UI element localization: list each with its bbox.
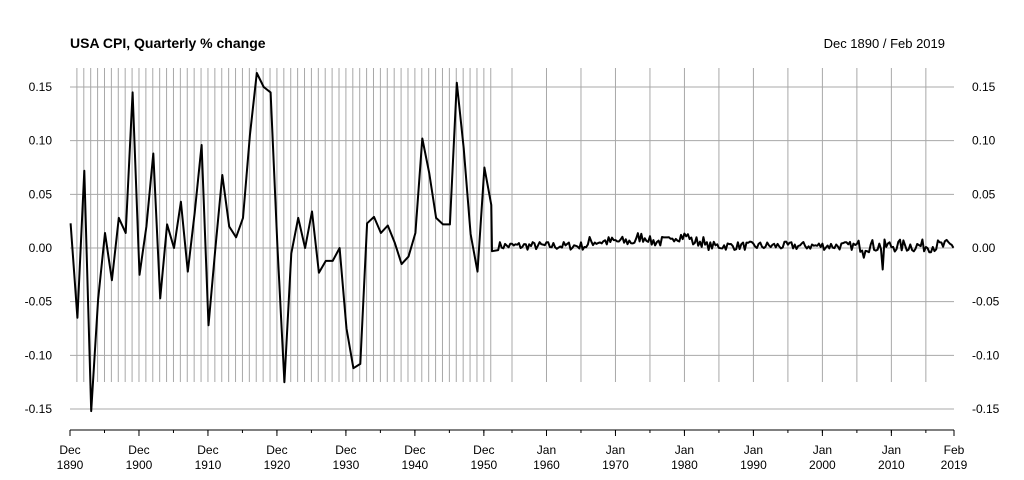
y-tick-label-right: 0.10 [972, 134, 996, 148]
y-tick-label-left: 0.05 [29, 187, 53, 201]
x-tick-label-month: Dec [266, 443, 287, 457]
y-tick-label-right: -0.10 [972, 348, 1000, 362]
y-tick-label-right: 0.00 [972, 241, 996, 255]
y-tick-label-left: -0.15 [25, 402, 53, 416]
cpi-series-line [69, 72, 955, 413]
x-tick-label-month: Jan [537, 443, 556, 457]
y-tick-label-left: 0.10 [29, 134, 53, 148]
y-tick-label-left: 0.15 [29, 80, 53, 94]
x-tick-label-month: Jan [606, 443, 625, 457]
y-tick-label-right: 0.05 [972, 187, 996, 201]
x-tick-label-month: Jan [675, 443, 694, 457]
x-tick-label-year: 1960 [533, 458, 560, 472]
y-tick-label-left: 0.00 [29, 241, 53, 255]
x-tick-label-year: 1940 [402, 458, 429, 472]
x-tick-label-year: 1980 [671, 458, 698, 472]
x-tick-label-month: Dec [473, 443, 494, 457]
y-tick-label-right: 0.15 [972, 80, 996, 94]
date-range-label: Dec 1890 / Feb 2019 [823, 36, 945, 51]
x-tick-label-year: 1950 [471, 458, 498, 472]
x-tick-label-year: 2010 [878, 458, 905, 472]
x-tick-label-year: 1930 [333, 458, 360, 472]
x-tick-label-year: 1910 [195, 458, 222, 472]
x-tick-label-month: Dec [128, 443, 149, 457]
x-tick-label-month: Jan [882, 443, 901, 457]
y-tick-label-left: -0.05 [25, 295, 53, 309]
y-tick-label-right: -0.05 [972, 295, 1000, 309]
x-tick-label-month: Dec [197, 443, 218, 457]
x-tick-label-year: 1890 [57, 458, 84, 472]
x-tick-label-month: Dec [59, 443, 80, 457]
x-tick-label-month: Dec [404, 443, 425, 457]
x-tick-label-month: Jan [813, 443, 832, 457]
x-tick-label-year: 1920 [264, 458, 291, 472]
y-tick-label-right: -0.15 [972, 402, 1000, 416]
x-tick-label-year: 1900 [126, 458, 153, 472]
x-tick-label-month: Dec [335, 443, 356, 457]
x-tick-label-year: 2000 [809, 458, 836, 472]
y-tick-label-left: -0.10 [25, 348, 53, 362]
x-tick-label-month: Jan [744, 443, 763, 457]
x-tick-label-year: 1970 [602, 458, 629, 472]
x-tick-label-year: 1990 [740, 458, 767, 472]
x-tick-label-month: Feb [944, 443, 965, 457]
x-tick-label-year: 2019 [941, 458, 968, 472]
chart-title: USA CPI, Quarterly % change [70, 35, 266, 51]
